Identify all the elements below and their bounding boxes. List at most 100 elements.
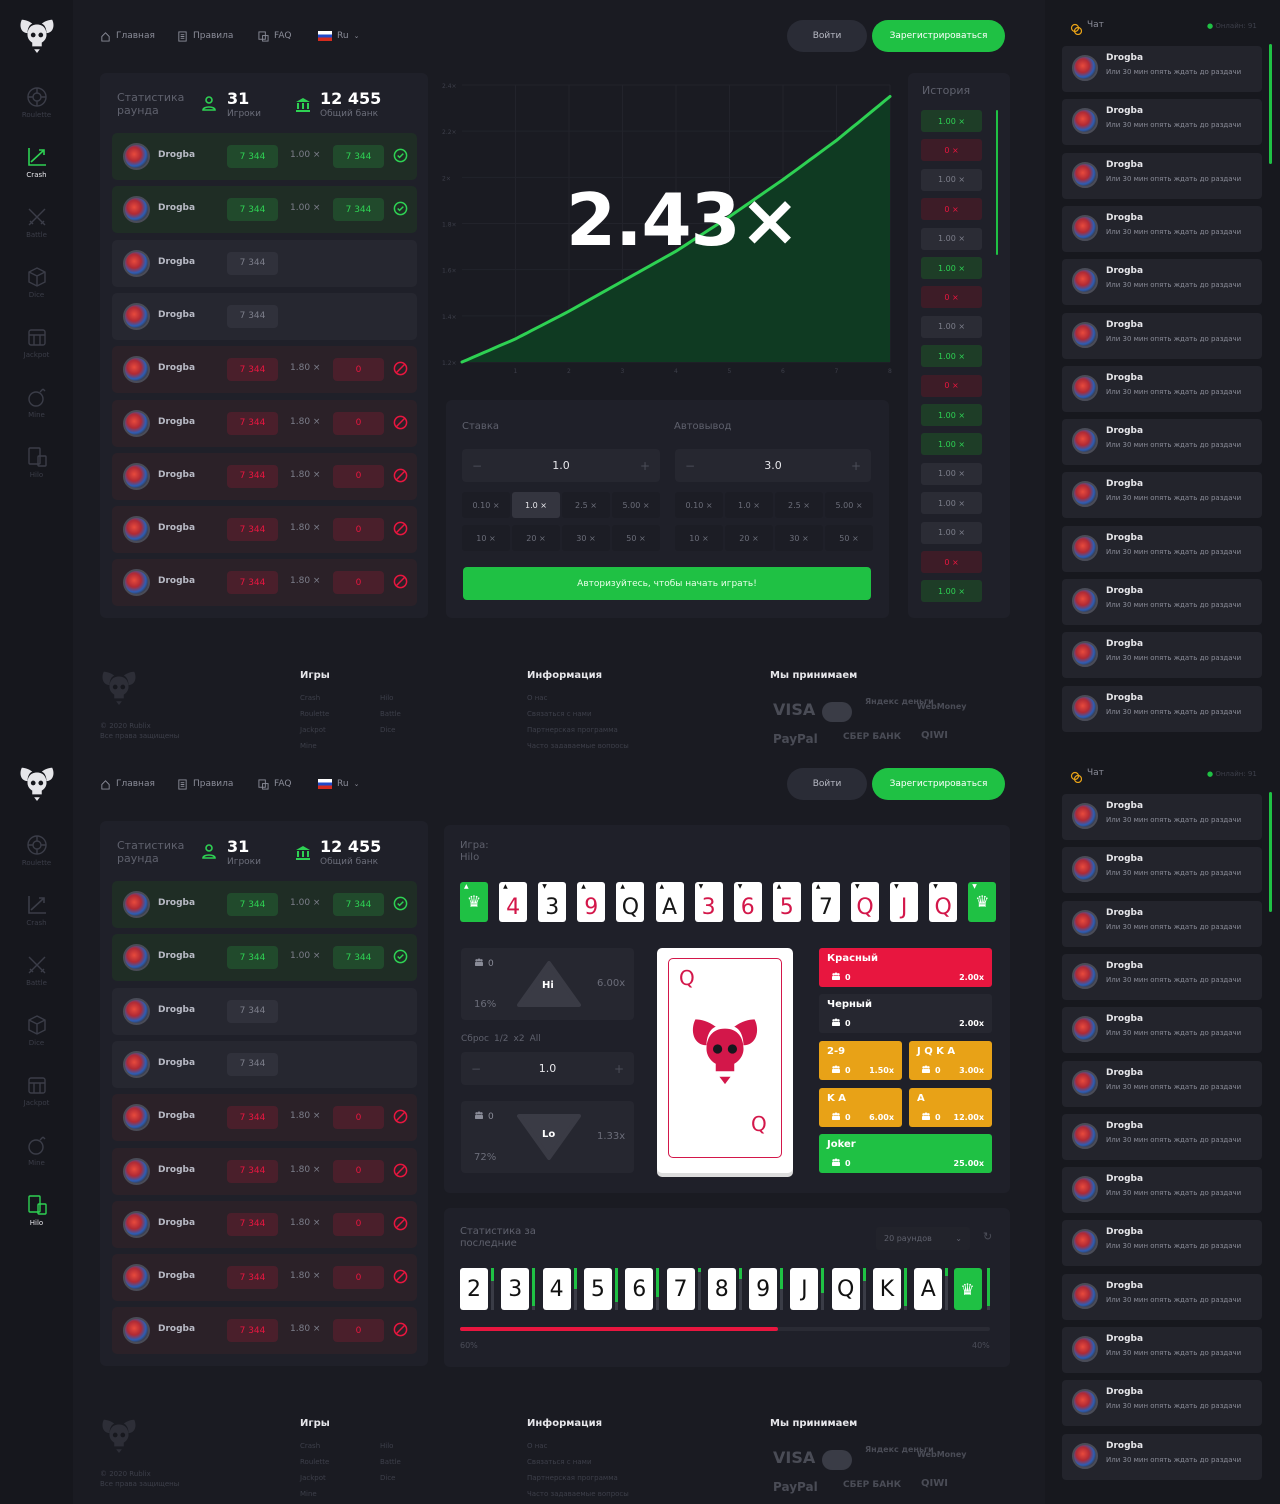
plus-icon[interactable]: + <box>639 458 650 473</box>
footer-link-game[interactable]: Hilo <box>380 694 394 702</box>
quick-amount-button[interactable]: 1.0 × <box>512 492 560 518</box>
footer-link-game[interactable]: Roulette <box>300 710 330 718</box>
footer-link-info[interactable]: Часто задаваемые вопросы <box>527 742 629 748</box>
sidebar-item-roulette[interactable]: Roulette <box>0 86 73 136</box>
plus-icon[interactable]: + <box>613 1061 624 1076</box>
footer-link-info[interactable]: Часто задаваемые вопросы <box>527 1490 629 1498</box>
quick-amount-button[interactable]: 2.5 × <box>562 492 610 518</box>
footer-link-game[interactable]: Battle <box>380 1458 401 1466</box>
nav-home[interactable]: Главная <box>100 28 155 44</box>
footer-link-game[interactable]: Jackpot <box>300 1474 326 1482</box>
quick-amount-button[interactable]: 10 × <box>462 525 510 551</box>
quick-amount-button[interactable]: 20 × <box>512 525 560 551</box>
sidebar-item-crash[interactable]: Crash <box>0 894 73 944</box>
bet-option[interactable]: Joker 0 25.00x <box>819 1134 992 1173</box>
quick-amount-button[interactable]: 5.00 × <box>612 492 660 518</box>
stake-stepper[interactable]: − 1.0 + <box>461 1052 634 1085</box>
language-select[interactable]: Ru ⌄ <box>318 28 359 44</box>
quick-amount-button[interactable]: 30 × <box>775 525 823 551</box>
stake-control-button[interactable]: All <box>529 1034 541 1044</box>
footer-link-game[interactable]: Crash <box>300 1442 321 1450</box>
stake-stepper[interactable]: − 1.0 + <box>462 449 660 482</box>
quick-amount-button[interactable]: 30 × <box>562 525 610 551</box>
sidebar-item-crash[interactable]: Crash <box>0 146 73 196</box>
sidebar-item-jackpot[interactable]: Jackpot <box>0 1074 73 1124</box>
footer-link-game[interactable]: Mine <box>300 1490 317 1498</box>
autocashout-stepper[interactable]: − 3.0 + <box>675 449 871 482</box>
stake-value[interactable]: 1.0 <box>552 459 570 472</box>
logo[interactable] <box>18 16 56 56</box>
refresh-icon[interactable]: ↻ <box>983 1230 993 1243</box>
stake-control-button[interactable]: x2 <box>513 1034 525 1044</box>
sidebar-item-dice[interactable]: Dice <box>0 1014 73 1064</box>
triangle-up-icon[interactable] <box>517 961 581 1007</box>
footer-link-game[interactable]: Hilo <box>380 1442 394 1450</box>
play-button[interactable]: Авторизуйтесь, чтобы начать играть! <box>463 567 871 600</box>
language-select[interactable]: Ru ⌄ <box>318 776 359 792</box>
bet-option[interactable]: 2-9 0 1.50x <box>819 1041 902 1080</box>
footer-link-info[interactable]: О нас <box>527 694 548 702</box>
footer-link-info[interactable]: Партнерская программа <box>527 1474 618 1482</box>
footer-link-game[interactable]: Jackpot <box>300 726 326 734</box>
stake-control-button[interactable]: 1/2 <box>494 1034 509 1044</box>
chat-scrollbar[interactable] <box>1269 792 1272 912</box>
quick-amount-button[interactable]: 1.0 × <box>725 492 773 518</box>
sidebar-item-battle[interactable]: Battle <box>0 206 73 256</box>
minus-icon[interactable]: − <box>472 458 483 473</box>
nav-rules[interactable]: Правила <box>177 28 233 44</box>
logo[interactable] <box>18 764 56 804</box>
sidebar-item-hilo[interactable]: Hilo <box>0 1194 73 1244</box>
sidebar-item-mine[interactable]: Mine <box>0 1134 73 1184</box>
sidebar-item-battle[interactable]: Battle <box>0 954 73 1004</box>
sidebar-item-roulette[interactable]: Roulette <box>0 834 73 884</box>
bet-option[interactable]: A 0 12.00x <box>909 1088 992 1127</box>
bet-option[interactable]: K A 0 6.00x <box>819 1088 902 1127</box>
footer-link-info[interactable]: Партнерская программа <box>527 726 618 734</box>
lo-bet-box[interactable]: 0 Lo 1.33x 72% <box>461 1101 634 1173</box>
nav-home[interactable]: Главная <box>100 776 155 792</box>
triangle-down-icon[interactable] <box>517 1114 581 1160</box>
footer-link-game[interactable]: Dice <box>380 726 396 734</box>
quick-amount-button[interactable]: 50 × <box>825 525 873 551</box>
plus-icon[interactable]: + <box>850 458 861 473</box>
minus-icon[interactable]: − <box>471 1061 482 1076</box>
sidebar-item-hilo[interactable]: Hilo <box>0 446 73 496</box>
bet-option[interactable]: J Q K A 0 3.00x <box>909 1041 992 1080</box>
stake-control-button[interactable]: Сброс <box>461 1034 490 1044</box>
chat-scrollbar[interactable] <box>1269 44 1272 164</box>
footer-link-info[interactable]: О нас <box>527 1442 548 1450</box>
autocashout-value[interactable]: 3.0 <box>764 459 782 472</box>
footer-link-game[interactable]: Roulette <box>300 1458 330 1466</box>
login-button[interactable]: Войти <box>787 20 867 52</box>
quick-amount-button[interactable]: 10 × <box>675 525 723 551</box>
quick-amount-button[interactable]: 2.5 × <box>775 492 823 518</box>
register-button[interactable]: Зарегистрироваться <box>872 20 1005 52</box>
footer-link-info[interactable]: Связаться с нами <box>527 1458 592 1466</box>
quick-amount-button[interactable]: 20 × <box>725 525 773 551</box>
minus-icon[interactable]: − <box>685 458 696 473</box>
quick-amount-button[interactable]: 5.00 × <box>825 492 873 518</box>
sidebar-item-mine[interactable]: Mine <box>0 386 73 436</box>
footer-link-info[interactable]: Связаться с нами <box>527 710 592 718</box>
sidebar-item-dice[interactable]: Dice <box>0 266 73 316</box>
footer-link-game[interactable]: Dice <box>380 1474 396 1482</box>
register-button[interactable]: Зарегистрироваться <box>872 768 1005 800</box>
sidebar-item-jackpot[interactable]: Jackpot <box>0 326 73 376</box>
bet-option[interactable]: Черный 0 2.00x <box>819 994 992 1033</box>
rounds-dropdown[interactable]: 20 раундов ⌄ <box>876 1227 970 1250</box>
hi-bet-box[interactable]: 0 Hi 6.00x 16% <box>461 948 634 1020</box>
nav-faq[interactable]: FAQ <box>258 776 291 792</box>
nav-rules[interactable]: Правила <box>177 776 233 792</box>
bet-option[interactable]: Красный 0 2.00x <box>819 948 992 987</box>
footer-link-game[interactable]: Battle <box>380 710 401 718</box>
quick-amount-button[interactable]: 0.10 × <box>675 492 723 518</box>
stake-value[interactable]: 1.0 <box>538 1062 557 1075</box>
login-button[interactable]: Войти <box>787 768 867 800</box>
history-scrollbar[interactable] <box>996 110 998 255</box>
people-icon <box>831 1158 841 1168</box>
quick-amount-button[interactable]: 0.10 × <box>462 492 510 518</box>
footer-link-game[interactable]: Crash <box>300 694 321 702</box>
quick-amount-button[interactable]: 50 × <box>612 525 660 551</box>
nav-faq[interactable]: FAQ <box>258 28 291 44</box>
footer-link-game[interactable]: Mine <box>300 742 317 748</box>
